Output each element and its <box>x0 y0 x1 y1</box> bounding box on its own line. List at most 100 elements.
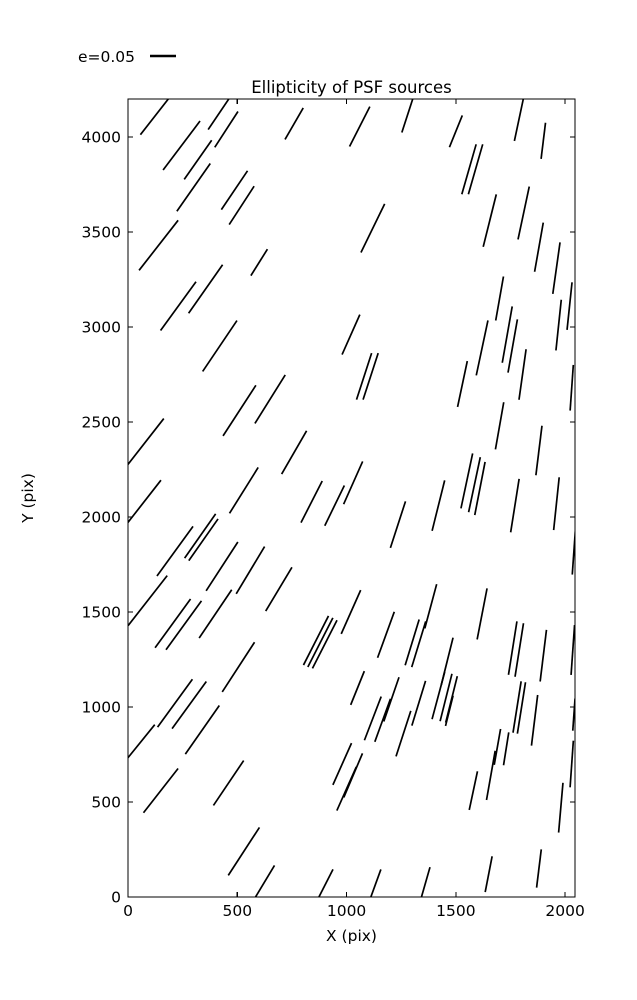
whisker-segment <box>341 314 361 355</box>
whisker-segment <box>461 144 477 195</box>
whisker-segment <box>439 673 453 722</box>
whisker-segment <box>420 866 431 897</box>
whisker-segment <box>139 99 170 136</box>
whisker-segment <box>227 826 261 876</box>
whisker-segment <box>494 276 505 321</box>
page-title: Ellipticity of PSF sources <box>251 78 452 97</box>
whisker-segment <box>501 306 514 363</box>
whisker-segment <box>411 680 427 726</box>
whisker-segment <box>300 480 323 524</box>
whisker-segment <box>307 617 334 668</box>
whisker-segment <box>468 771 479 811</box>
whisker-segment <box>207 99 230 131</box>
whisker-segment <box>183 513 217 559</box>
whisker-segment <box>401 99 414 133</box>
whisker-segment <box>188 518 219 562</box>
whisker-segment <box>514 623 525 677</box>
whisker-segment <box>569 364 575 411</box>
y-tick-label: 1000 <box>82 699 121 717</box>
whisker-segment <box>482 194 498 248</box>
whisker-segment <box>214 111 239 148</box>
whisker-segment <box>349 670 366 706</box>
whisker-segment <box>535 425 543 476</box>
y-axis-ticks: 0 500 1000 1500 2000 2500 3000 3500 4000 <box>82 129 575 907</box>
whisker-segment <box>493 728 502 765</box>
whisker-segment <box>513 99 525 142</box>
y-tick-label: 3500 <box>82 224 121 242</box>
whisker-segment <box>159 281 197 331</box>
x-axis-ticks: 0 500 1000 1500 2000 <box>123 99 585 920</box>
whisker-segment <box>369 869 382 897</box>
whisker-segment <box>557 782 564 833</box>
whisker-segment <box>475 320 489 376</box>
y-tick-label: 1500 <box>82 604 121 622</box>
whisker-segment <box>284 107 304 140</box>
whisker-segment <box>264 566 293 612</box>
whisker-segment <box>374 698 392 743</box>
whisker-segment <box>228 467 259 514</box>
whisker-segment <box>444 695 454 727</box>
whisker-segment <box>250 248 269 277</box>
whisker-segment <box>363 696 382 741</box>
whisker-segment <box>530 694 539 746</box>
whisker-segment <box>222 384 257 437</box>
whisker-segment <box>323 485 346 527</box>
whisker-segment <box>389 501 407 549</box>
whisker-segment <box>156 678 194 728</box>
whisker-segment <box>507 621 518 675</box>
whisker-segment <box>395 710 412 757</box>
whisker-segment <box>343 753 364 798</box>
whisker-segment <box>473 461 486 516</box>
whisker-segment <box>311 619 338 669</box>
whisker-segment <box>456 360 469 408</box>
whisker-segment <box>302 615 330 666</box>
whisker-segment <box>360 203 386 253</box>
whisker-segment <box>154 598 192 649</box>
whisker-segment <box>221 641 256 693</box>
whisker-segment <box>552 477 561 531</box>
whisker-segment <box>484 856 493 893</box>
whisker-segment <box>317 868 334 897</box>
whisker-segment <box>512 681 522 733</box>
whisker-segment <box>235 546 266 595</box>
whisker-segment <box>162 120 201 171</box>
axes-frame <box>127 98 576 898</box>
y-tick-label: 2500 <box>82 414 121 432</box>
whisker-segment <box>555 299 563 351</box>
whisker-segment <box>138 219 179 271</box>
whisker-series <box>128 99 575 897</box>
whisker-segment <box>460 453 474 509</box>
whisker-segment <box>516 682 527 734</box>
whisker-segment <box>540 122 547 159</box>
whisker-segment <box>502 732 510 766</box>
y-tick-label: 2000 <box>82 509 121 527</box>
whisker-segment <box>494 402 505 450</box>
whisker-segment <box>431 480 446 532</box>
whisker-segment <box>254 374 286 424</box>
whisker-segment <box>518 349 527 400</box>
whisker-segment <box>340 589 362 635</box>
whisker-segment <box>184 705 221 755</box>
whisker-segment <box>517 186 531 240</box>
whisker-segment <box>280 430 308 475</box>
y-axis-label: Y (pix) <box>19 473 37 524</box>
whisker-segment <box>156 525 194 577</box>
whisker-segment <box>201 320 238 372</box>
whisker-segment <box>228 185 255 226</box>
whisker-segment <box>142 767 179 814</box>
y-tick-label: 0 <box>111 889 121 907</box>
whisker-segment <box>431 671 446 720</box>
y-tick-label: 500 <box>91 794 121 812</box>
whisker-segment <box>467 144 484 195</box>
whisker-segment <box>476 588 488 640</box>
whisker-segment <box>128 418 165 466</box>
whisker-segment <box>348 106 371 147</box>
whisker-segment <box>485 750 497 801</box>
whisker-segment <box>533 222 545 272</box>
legend-label: e=0.05 <box>78 48 135 66</box>
whisker-segment <box>128 575 168 627</box>
whisker-segment <box>404 619 420 666</box>
whisker-segment <box>176 163 211 212</box>
